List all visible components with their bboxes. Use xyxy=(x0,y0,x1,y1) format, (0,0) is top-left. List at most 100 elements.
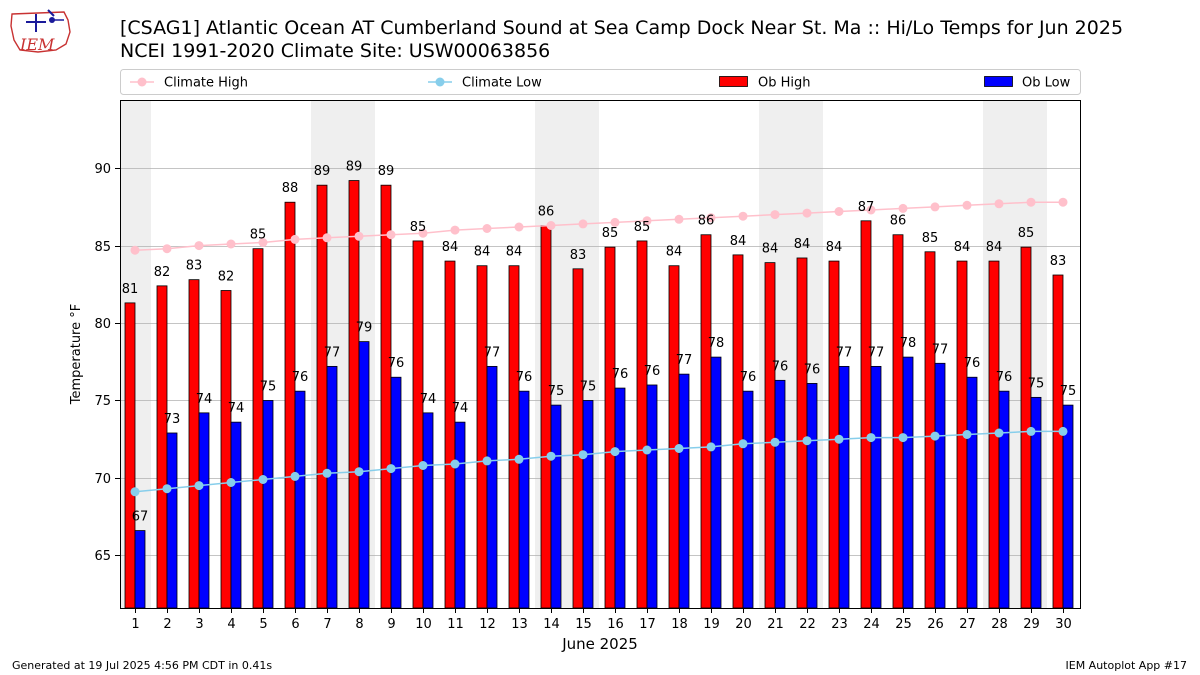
generated-timestamp: Generated at 19 Jul 2025 4:56 PM CDT in … xyxy=(12,659,273,672)
ob-high-label: 85 xyxy=(634,220,651,235)
ob-high-bar xyxy=(220,290,232,609)
ob-high-bar xyxy=(828,260,840,609)
climate-high-point xyxy=(226,239,236,249)
ob-high-label: 89 xyxy=(314,164,331,179)
ob-low-label: 74 xyxy=(228,401,245,416)
climate-high-point xyxy=(322,233,332,243)
x-tick-label: 22 xyxy=(799,617,816,632)
climate-high-point xyxy=(258,238,268,247)
ob-high-label: 85 xyxy=(602,226,619,241)
ob-high-label: 86 xyxy=(890,214,907,229)
legend-item-climate-low: Climate Low xyxy=(428,76,542,91)
ob-low-bar xyxy=(678,373,690,609)
climate-high-point xyxy=(610,217,620,227)
x-tick-label: 17 xyxy=(639,617,656,632)
x-tick-label: 3 xyxy=(195,617,203,632)
ob-low-label: 76 xyxy=(772,359,789,374)
climate-low-point xyxy=(1026,426,1036,436)
ob-low-bar xyxy=(582,400,594,609)
y-tick-label: 70 xyxy=(94,472,111,487)
ob-high-label: 82 xyxy=(218,270,235,285)
x-tick-label: 14 xyxy=(543,617,560,632)
ob-high-label: 84 xyxy=(474,245,491,260)
climate-low-point xyxy=(386,464,396,474)
climate-high-point xyxy=(930,202,940,212)
ob-high-bar xyxy=(124,302,136,609)
x-tick-label: 8 xyxy=(355,617,363,632)
climate-high-point xyxy=(674,214,684,224)
ob-high-bar xyxy=(700,234,712,609)
climate-high-point xyxy=(418,228,428,238)
ob-low-bar xyxy=(166,432,178,609)
ob-low-label: 76 xyxy=(612,367,629,382)
ob-high-label: 84 xyxy=(954,240,971,255)
ob-high-bar xyxy=(572,268,584,609)
x-tick-label: 6 xyxy=(291,617,299,632)
legend-label-ob-high: Ob High xyxy=(758,76,811,91)
app-credit: IEM Autoplot App #17 xyxy=(1065,659,1188,672)
y-tick-label: 90 xyxy=(94,162,111,177)
ob-low-label: 75 xyxy=(1028,376,1045,391)
ob-high-bar xyxy=(1052,274,1064,609)
climate-high-point xyxy=(546,221,556,230)
x-tick-label: 12 xyxy=(479,617,496,632)
ob-low-bar xyxy=(774,379,786,609)
ob-high-bar xyxy=(476,265,488,609)
climate-lines xyxy=(130,197,1068,497)
ob-low-label: 76 xyxy=(804,362,821,377)
ob-high-bar xyxy=(444,260,456,609)
ob-low-label: 75 xyxy=(260,379,277,394)
ob-low-bar xyxy=(966,376,978,609)
ob-high-bar xyxy=(188,279,200,609)
climate-low-point xyxy=(834,434,844,444)
ob-high-label: 84 xyxy=(986,240,1003,255)
x-tick-label: 20 xyxy=(735,617,752,632)
x-tick-label: 25 xyxy=(895,617,912,632)
ob-low-label: 78 xyxy=(900,336,917,351)
climate-low-point xyxy=(994,428,1004,438)
climate-low-point xyxy=(546,451,556,461)
x-tick-label: 15 xyxy=(575,617,592,632)
ob-high-bar xyxy=(252,248,264,609)
ob-high-label: 82 xyxy=(154,265,171,280)
legend-item-climate-high: Climate High xyxy=(130,76,248,91)
x-tick-label: 1 xyxy=(131,617,139,632)
ob-low-bar xyxy=(486,365,498,609)
y-tick-label: 85 xyxy=(94,240,111,255)
climate-low-point xyxy=(258,475,268,484)
y-axis-ticks: 65 70 75 80 85 90 xyxy=(94,162,120,564)
ob-low-label: 77 xyxy=(836,345,853,360)
x-tick-label: 28 xyxy=(991,617,1008,632)
ob-low-label: 76 xyxy=(516,370,533,385)
ob-high-bar xyxy=(732,254,744,609)
ob-low-bar xyxy=(134,530,146,609)
ob-high-label: 84 xyxy=(794,237,811,252)
plot-frame xyxy=(120,100,1081,609)
climate-low-line xyxy=(134,430,1063,493)
climate-high-point xyxy=(450,225,460,235)
ob-low-bar xyxy=(934,362,946,609)
ob-high-label: 81 xyxy=(122,282,139,297)
ob-low-bar xyxy=(614,387,626,609)
climate-low-point xyxy=(514,454,524,464)
climate-low-point xyxy=(354,467,364,477)
ob-low-label: 78 xyxy=(708,336,725,351)
x-tick-label: 26 xyxy=(927,617,944,632)
ob-low-label: 76 xyxy=(996,370,1013,385)
ob-low-bar xyxy=(806,383,818,609)
ob-high-bar xyxy=(636,240,648,609)
climate-low-point xyxy=(1058,426,1068,436)
y-gridlines xyxy=(120,168,1080,556)
iem-logo: IEM xyxy=(10,9,71,54)
ob-low-bar xyxy=(838,365,850,609)
ob-high-label: 85 xyxy=(1018,226,1035,241)
climate-low-point xyxy=(930,431,940,441)
ob-low-bar xyxy=(998,390,1010,609)
ob-low-label: 77 xyxy=(324,345,341,360)
ob-low-label: 74 xyxy=(452,401,469,416)
climate-high-point xyxy=(834,207,844,216)
climate-low-point xyxy=(578,450,588,460)
ob-high-label: 86 xyxy=(538,204,555,219)
climate-low-point xyxy=(418,461,428,470)
x-tick-label: 18 xyxy=(671,617,688,632)
